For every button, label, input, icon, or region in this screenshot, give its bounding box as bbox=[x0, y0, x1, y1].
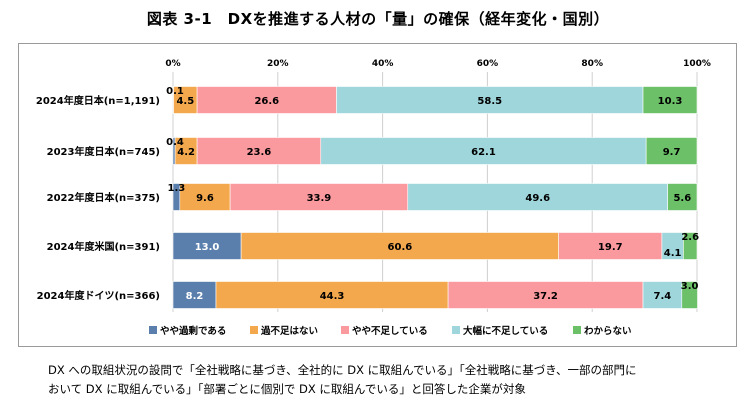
bar-segment bbox=[642, 281, 683, 309]
data-label: 5.6 bbox=[673, 193, 691, 204]
footnote-line-2: おいて DX に取組んでいる」「部署ごとに個別で DX に取組んでいる」と回答し… bbox=[48, 382, 526, 396]
data-label: 9.6 bbox=[196, 193, 214, 204]
bar-segment bbox=[645, 137, 698, 165]
bar-segment bbox=[320, 137, 647, 165]
bar-segment bbox=[196, 137, 322, 165]
legend-swatch bbox=[250, 326, 258, 334]
legend-swatch bbox=[149, 326, 157, 334]
footnote-line-1: DX への取組状況の設問で「全社戦略に基づき、全社的に DX に取組んでいる」「… bbox=[48, 363, 637, 377]
legend-label: 大幅に不足している bbox=[463, 325, 548, 337]
bar-segment bbox=[558, 232, 663, 260]
data-label: 4.1 bbox=[664, 248, 682, 259]
legend-swatch bbox=[573, 326, 581, 334]
data-label: 8.2 bbox=[186, 291, 204, 302]
data-label: 7.4 bbox=[654, 291, 672, 302]
bar-segment bbox=[407, 183, 668, 211]
data-label: 4.2 bbox=[177, 147, 195, 158]
data-label: 3.0 bbox=[681, 281, 699, 292]
bar-segment bbox=[642, 86, 698, 114]
data-label: 4.5 bbox=[176, 96, 194, 107]
figure-title: 図表 3-1 DXを推進する人材の「量」の確保（経年変化・国別） bbox=[146, 10, 610, 28]
category-label: 2022年度日本(n=375) bbox=[47, 191, 160, 204]
category-label: 2024年度ドイツ(n=366) bbox=[37, 289, 160, 302]
data-label: 49.6 bbox=[525, 193, 550, 204]
data-label: 60.6 bbox=[388, 242, 413, 253]
data-label: 0.4 bbox=[166, 137, 184, 148]
category-label: 2024年度日本(n=1,191) bbox=[36, 94, 160, 107]
legend-label: やや不足している bbox=[352, 326, 428, 337]
category-label: 2024年度米国(n=391) bbox=[47, 240, 160, 253]
data-label: 44.3 bbox=[320, 291, 345, 302]
bar-segment bbox=[196, 86, 337, 114]
chart-frame bbox=[18, 43, 737, 347]
bar-segment bbox=[447, 281, 644, 309]
x-tick-label: 80% bbox=[581, 59, 603, 69]
data-label: 9.7 bbox=[663, 147, 681, 158]
bar-segment bbox=[215, 281, 449, 309]
data-label: 23.6 bbox=[247, 147, 272, 158]
bar-segment bbox=[229, 183, 409, 211]
data-label: 33.9 bbox=[307, 193, 332, 204]
data-label: 26.6 bbox=[254, 96, 279, 107]
legend-swatch bbox=[452, 326, 460, 334]
data-label: 13.0 bbox=[195, 242, 220, 253]
data-label: 58.5 bbox=[477, 96, 502, 107]
data-label: 1.3 bbox=[168, 183, 186, 194]
legend-label: 過不足はない bbox=[260, 325, 318, 337]
data-label: 2.6 bbox=[681, 232, 699, 243]
x-tick-label: 0% bbox=[165, 59, 180, 69]
bar-segment bbox=[172, 281, 217, 309]
legend-label: やや過剰である bbox=[160, 325, 226, 337]
x-tick-label: 100% bbox=[683, 59, 711, 69]
data-label: 0.1 bbox=[166, 86, 184, 97]
bar-segment bbox=[240, 232, 559, 260]
data-label: 62.1 bbox=[471, 147, 496, 158]
legend-label: わからない bbox=[584, 326, 632, 337]
data-label: 10.3 bbox=[658, 96, 683, 107]
legend-swatch bbox=[341, 326, 349, 334]
data-label: 37.2 bbox=[533, 291, 558, 302]
bar-segment bbox=[667, 183, 698, 211]
x-tick-label: 40% bbox=[372, 59, 394, 69]
x-tick-label: 60% bbox=[477, 59, 499, 69]
x-tick-label: 20% bbox=[267, 59, 289, 69]
bar-segment bbox=[681, 281, 698, 309]
bar-segment bbox=[179, 183, 231, 211]
data-label: 19.7 bbox=[598, 242, 623, 253]
bar-segment bbox=[336, 86, 644, 114]
category-label: 2023年度日本(n=745) bbox=[47, 145, 160, 158]
bar-segment bbox=[172, 232, 242, 260]
bar-segment bbox=[683, 232, 698, 260]
